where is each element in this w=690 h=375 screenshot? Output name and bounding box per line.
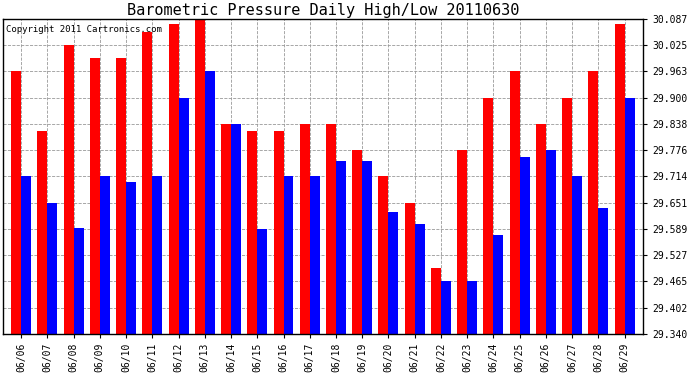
Bar: [90, 58, 100, 334]
Bar: [273, 132, 284, 334]
Bar: [431, 268, 441, 334]
Bar: [142, 32, 152, 334]
Bar: [63, 45, 74, 334]
Bar: [221, 124, 231, 334]
Bar: [562, 98, 572, 334]
Bar: [74, 228, 83, 334]
Bar: [510, 71, 520, 334]
Bar: [457, 150, 467, 334]
Text: Copyright 2011 Cartronics.com: Copyright 2011 Cartronics.com: [6, 25, 162, 34]
Bar: [467, 281, 477, 334]
Bar: [598, 208, 609, 334]
Bar: [195, 19, 205, 334]
Bar: [572, 176, 582, 334]
Bar: [179, 98, 188, 334]
Bar: [624, 98, 635, 334]
Bar: [11, 71, 21, 334]
Bar: [362, 161, 372, 334]
Bar: [168, 24, 179, 334]
Bar: [415, 224, 424, 334]
Bar: [310, 176, 319, 334]
Bar: [589, 71, 598, 334]
Bar: [21, 176, 31, 334]
Bar: [299, 124, 310, 334]
Bar: [257, 229, 267, 334]
Bar: [379, 176, 388, 334]
Bar: [284, 176, 293, 334]
Bar: [48, 203, 57, 334]
Bar: [100, 176, 110, 334]
Bar: [326, 124, 336, 334]
Bar: [484, 98, 493, 334]
Bar: [615, 24, 624, 334]
Bar: [116, 58, 126, 334]
Title: Barometric Pressure Daily High/Low 20110630: Barometric Pressure Daily High/Low 20110…: [127, 3, 519, 18]
Bar: [247, 132, 257, 334]
Bar: [546, 150, 556, 334]
Bar: [152, 176, 162, 334]
Bar: [405, 203, 415, 334]
Bar: [231, 124, 241, 334]
Bar: [126, 182, 136, 334]
Bar: [37, 132, 48, 334]
Bar: [388, 211, 398, 334]
Bar: [493, 235, 504, 334]
Bar: [520, 157, 530, 334]
Bar: [536, 124, 546, 334]
Bar: [205, 71, 215, 334]
Bar: [336, 161, 346, 334]
Bar: [441, 281, 451, 334]
Bar: [353, 150, 362, 334]
